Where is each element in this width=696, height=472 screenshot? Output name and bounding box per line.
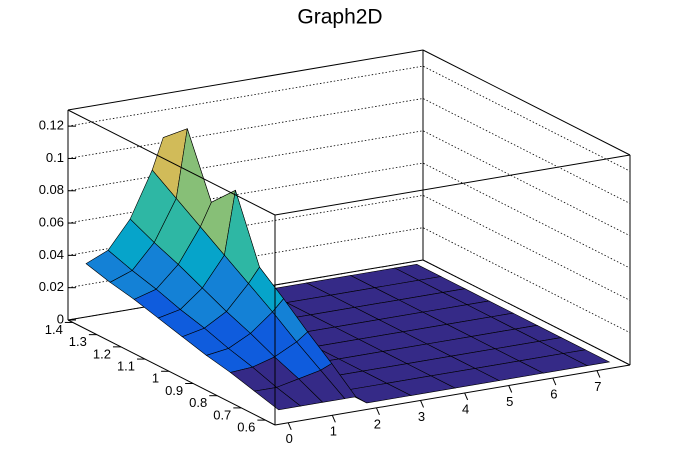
tick-mark	[375, 407, 380, 416]
z-tick-label: 0.1	[46, 150, 64, 165]
x-tick-label: 5	[506, 394, 513, 409]
y-tick-label: 1.4	[45, 322, 63, 337]
surface-cell	[253, 387, 302, 411]
z-tick-label: 0.06	[39, 215, 64, 230]
y-tick-label: 1.2	[93, 346, 111, 361]
box-edge	[422, 49, 631, 156]
z-tick-label: 0	[57, 311, 64, 326]
y-tick-label: 0.8	[189, 395, 207, 410]
box-edge	[67, 109, 276, 216]
chart-title: Graph2D	[297, 6, 382, 29]
x-tick-label: 0	[286, 431, 293, 446]
x-axis	[274, 364, 631, 426]
box-edge	[274, 154, 631, 216]
y-tick-label: 1	[152, 371, 159, 386]
x-tick-label: 1	[330, 424, 337, 439]
y-tick-label: 1.1	[117, 359, 135, 374]
y-tick-label: 1.3	[69, 334, 87, 349]
grid-line	[67, 65, 631, 172]
tick-mark	[508, 385, 513, 393]
y-tick-label: 0.7	[213, 407, 231, 422]
tick-mark	[596, 370, 601, 378]
tick-mark	[464, 392, 469, 401]
y-tick-label: 0.9	[165, 383, 183, 398]
z-tick-label: 0.02	[39, 279, 64, 294]
tick-mark	[331, 415, 336, 423]
z-tick-label: 0.04	[39, 247, 64, 262]
x-tick-label: 7	[594, 379, 601, 394]
x-tick-label: 3	[418, 409, 425, 424]
z-tick-label: 0.12	[39, 118, 64, 133]
z-tick-label: 0.08	[39, 182, 64, 197]
x-tick-label: 6	[550, 386, 557, 401]
x-tick-label: 4	[462, 401, 469, 416]
tick-mark	[552, 377, 557, 386]
box-edge	[67, 49, 424, 111]
tick-mark	[420, 400, 424, 408]
tick-mark	[287, 422, 292, 430]
x-tick-label: 2	[374, 416, 381, 431]
y-tick-label: 0.6	[237, 420, 255, 435]
